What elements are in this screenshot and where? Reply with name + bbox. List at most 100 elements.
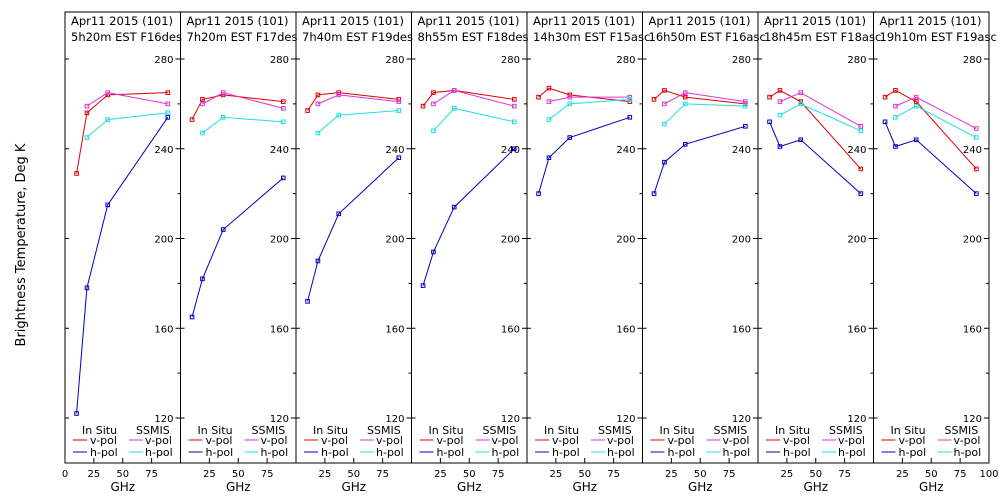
x-axis-label: GHz (688, 480, 713, 494)
panel-3: Apr11 2015 (101) 7h40m EST F19des 120 160 20… (295, 11, 413, 494)
data-point (305, 299, 310, 304)
legend-ssmis-hpol: h-pol (954, 446, 982, 459)
legend-ssmis-header: SSMIS (829, 424, 863, 437)
legend-ssmis-vpol: v-pol (838, 434, 865, 447)
series-line-ssmis-v-pol (317, 94, 399, 105)
data-point (567, 135, 573, 140)
legend-insitu-hpol: h-pol (899, 446, 927, 459)
series-line-ssmis-v-pol (548, 96, 630, 103)
data-point (511, 103, 517, 109)
legend-ssmis-header: SSMIS (136, 424, 170, 437)
legend-ssmis-vpol: v-pol (723, 434, 750, 447)
data-point (280, 99, 286, 104)
legend-ssmis-hpol: h-pol (145, 446, 173, 459)
data-point (451, 106, 457, 111)
data-point (511, 97, 517, 102)
x-tick-label: 75 (492, 469, 505, 480)
panel-1: Apr11 2015 (101) 5h20m EST F16des 120 160 20… (62, 11, 182, 494)
legend-ssmis-vpol: v-pol (376, 434, 403, 447)
y-tick-label: 280 (616, 55, 635, 66)
data-point (511, 119, 517, 125)
data-point (165, 115, 171, 120)
y-tick-label: 280 (963, 55, 982, 66)
legend-ssmis-header: SSMIS (483, 424, 517, 437)
panel-title-date: Apr11 2015 (101) (764, 14, 866, 28)
data-point (220, 90, 226, 95)
x-axis-label: GHz (572, 480, 597, 494)
x-tick-label: 25 (434, 469, 447, 480)
data-point (165, 110, 171, 116)
data-point (336, 112, 342, 118)
legend-ssmis-hpol: h-pol (492, 446, 520, 459)
x-tick-label: 75 (376, 469, 389, 480)
data-point (420, 103, 426, 109)
legend-ssmis-hpol: h-pol (376, 446, 404, 459)
legend-ssmis-header: SSMIS (367, 424, 401, 437)
legend-insitu-header: In Situ (660, 424, 695, 437)
x-axis-label: GHz (457, 480, 482, 494)
legend-insitu-vpol: v-pol (783, 434, 810, 447)
legend-insitu-header: In Situ (313, 424, 348, 437)
series-line-ssmis-h-pol (86, 112, 168, 138)
x-tick-label: 25 (781, 469, 794, 480)
data-point (742, 103, 748, 109)
data-point (858, 191, 864, 196)
series-line-ssmis-h-pol (317, 110, 399, 134)
legend-insitu-vpol: v-pol (437, 434, 464, 447)
legend-ssmis-hpol: h-pol (723, 446, 751, 459)
legend-insitu-vpol: v-pol (668, 434, 695, 447)
legend-ssmis-hpol: h-pol (607, 446, 635, 459)
data-point (742, 99, 748, 104)
data-point (84, 103, 90, 109)
series-line-ssmis-h-pol (895, 105, 977, 138)
panel-title-time: 7h20m EST F17des (187, 30, 298, 44)
data-point (567, 101, 573, 107)
data-point (777, 99, 783, 104)
x-tick-label: 50 (347, 469, 360, 480)
y-tick-label: 200 (154, 235, 173, 246)
x-tick-label: 100 (979, 469, 998, 480)
y-tick-label: 200 (732, 235, 751, 246)
x-tick-label: 50 (694, 469, 707, 480)
data-point (105, 202, 111, 208)
y-tick-label: 160 (616, 324, 635, 335)
data-point (280, 119, 286, 125)
legend-insitu-header: In Situ (775, 424, 810, 437)
data-point (882, 119, 888, 125)
x-tick-label: 25 (550, 469, 563, 480)
x-tick-label: 75 (723, 469, 736, 480)
data-point (662, 88, 667, 93)
x-tick-label: 75 (954, 469, 967, 480)
legend-ssmis-vpol: v-pol (607, 434, 634, 447)
y-tick-label: 160 (154, 324, 173, 335)
data-point (451, 88, 457, 93)
legend-ssmis-hpol: h-pol (261, 446, 289, 459)
y-tick-label: 280 (385, 55, 404, 66)
series-line-ssmis-h-pol (433, 107, 515, 132)
data-point (682, 141, 688, 147)
y-tick-label: 120 (501, 414, 520, 425)
series-line-in-situ-v-pol (769, 89, 862, 170)
data-point (431, 249, 436, 255)
legend-insitu-header: In Situ (891, 424, 926, 437)
data-point (767, 119, 772, 125)
series-line-ssmis-v-pol (779, 92, 862, 127)
data-point (973, 166, 979, 172)
y-tick-label: 160 (385, 324, 404, 335)
legend-insitu-hpol: h-pol (668, 446, 696, 459)
y-tick-label: 200 (270, 235, 289, 246)
data-point (798, 137, 804, 143)
panel-title-time: 14h30m EST F15asc (533, 30, 650, 44)
data-point (627, 97, 633, 102)
series-line-ssmis-v-pol (86, 92, 168, 107)
data-point (189, 117, 195, 122)
series-line-ssmis-v-pol (664, 92, 746, 105)
data-point (798, 90, 804, 95)
data-point (973, 135, 979, 140)
data-point (105, 117, 111, 122)
y-tick-label: 120 (847, 414, 866, 425)
data-point (913, 94, 919, 100)
data-point (84, 285, 90, 291)
legend-insitu-vpol: v-pol (206, 434, 233, 447)
series-line-in-situ-v-pol (422, 89, 515, 107)
